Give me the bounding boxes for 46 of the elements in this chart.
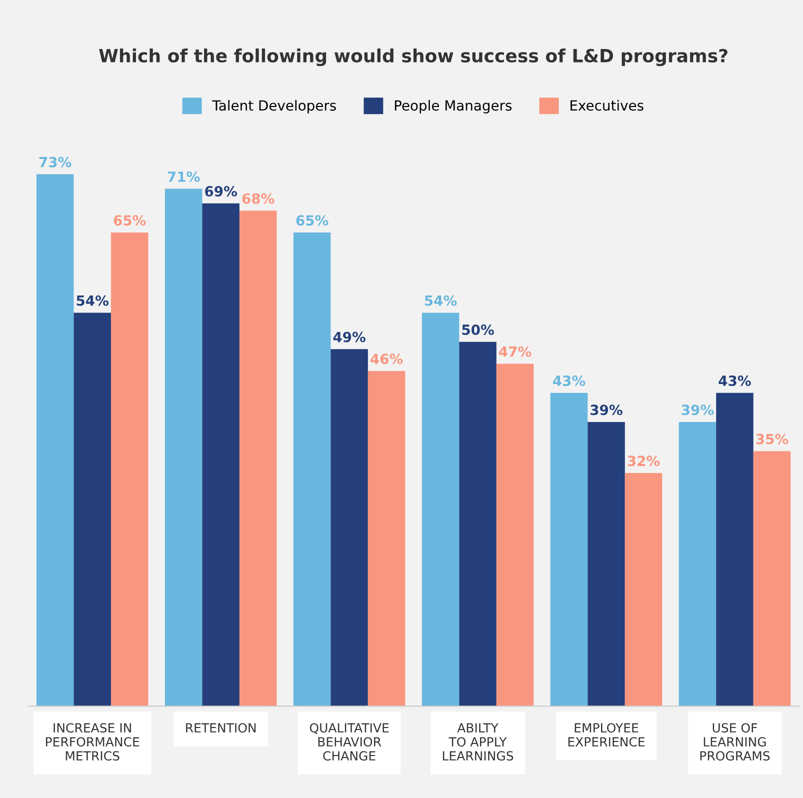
data-label: 73% — [39, 156, 72, 168]
bar — [422, 312, 460, 706]
data-label: 54% — [424, 295, 457, 306]
bar — [164, 188, 202, 706]
bar — [753, 451, 791, 706]
x-tick-label: INCREASE IN PERFORMANCE METRICS — [46, 723, 140, 761]
bar — [459, 342, 496, 706]
data-label: 39% — [590, 404, 622, 416]
bar — [678, 422, 716, 706]
bar — [624, 473, 662, 706]
data-label: 32% — [628, 456, 660, 466]
bar — [110, 232, 148, 706]
bar — [293, 232, 331, 706]
bar — [496, 364, 534, 706]
bar — [716, 392, 754, 706]
data-label: 49% — [333, 332, 366, 342]
bar — [368, 370, 406, 706]
x-tick-label: USE OF LEARNING PROGRAMS — [700, 723, 770, 761]
x-tick-label: EMPLOYEE EXPERIENCE — [568, 723, 645, 747]
data-label: 54% — [76, 295, 109, 306]
bar — [588, 422, 625, 706]
data-label: 43% — [553, 375, 586, 386]
data-label: 65% — [296, 215, 328, 226]
data-label: 46% — [370, 354, 403, 364]
data-label: 50% — [462, 324, 494, 335]
data-label: 69% — [205, 186, 238, 197]
legend-label: Talent Developers — [212, 100, 336, 114]
data-label: 35% — [756, 434, 788, 444]
x-tick-label: ABILTY TO APPLY LEARNINGS — [442, 723, 514, 761]
data-label: 71% — [168, 171, 200, 182]
data-label: 39% — [682, 404, 714, 416]
bar — [330, 349, 368, 706]
data-label: 47% — [499, 346, 532, 357]
x-tick-label: RETENTION — [186, 723, 256, 733]
x-tick-label: QUALITATIVE BEHAVIOR CHANGE — [310, 723, 389, 761]
data-label: 68% — [242, 193, 274, 204]
chart-title: Which of the following would show success of L&D programs? — [99, 48, 728, 66]
bar — [74, 312, 111, 706]
bar — [202, 203, 240, 706]
data-label: 43% — [718, 375, 751, 386]
legend-label: People Managers — [394, 100, 512, 114]
bar — [239, 210, 277, 706]
bar — [550, 392, 588, 706]
data-label: 65% — [114, 215, 146, 226]
legend-label: Executives — [570, 100, 644, 111]
bar — [36, 174, 74, 706]
